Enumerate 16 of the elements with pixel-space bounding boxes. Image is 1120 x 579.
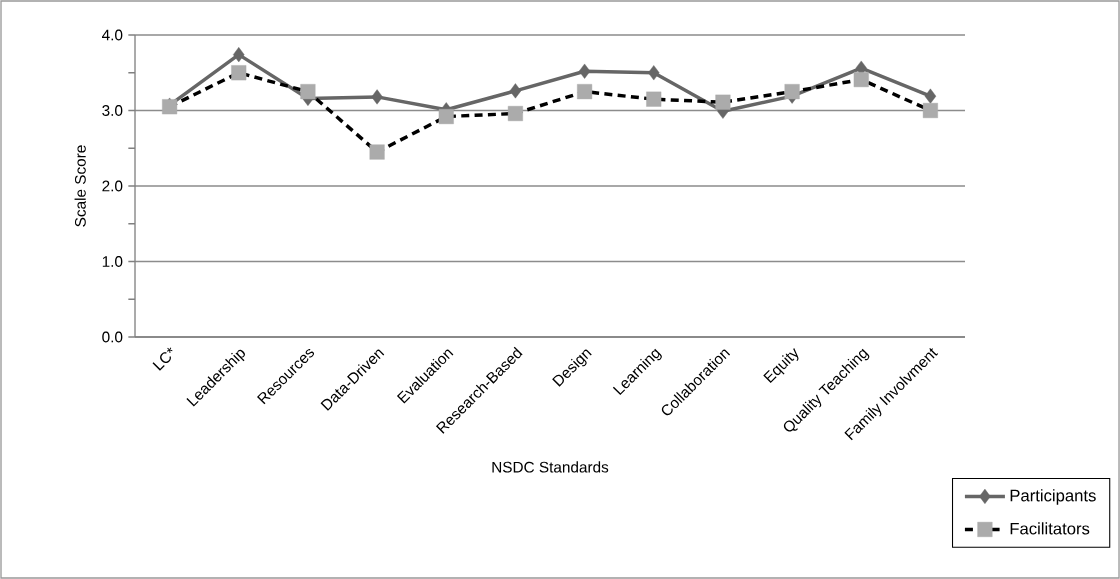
point [233,47,245,63]
y-tick-label: 0.0 [102,331,123,343]
x-axis-title: NSDC Standards [492,461,609,473]
y-tick-label: 4.0 [102,29,123,41]
point [509,83,522,99]
y-axis-title: Scale Score [74,145,86,227]
point [924,88,937,104]
y-tick-label: 2.0 [102,180,123,192]
legend-label: Participants [1010,489,1096,505]
point [648,65,660,81]
x-tick-label: LC* [152,347,173,371]
legend-label: Facilitators [1010,522,1090,535]
y-tick-label: 1.0 [102,256,123,267]
y-tick-label: 3.0 [102,105,123,116]
point [578,63,591,79]
point [371,89,383,105]
